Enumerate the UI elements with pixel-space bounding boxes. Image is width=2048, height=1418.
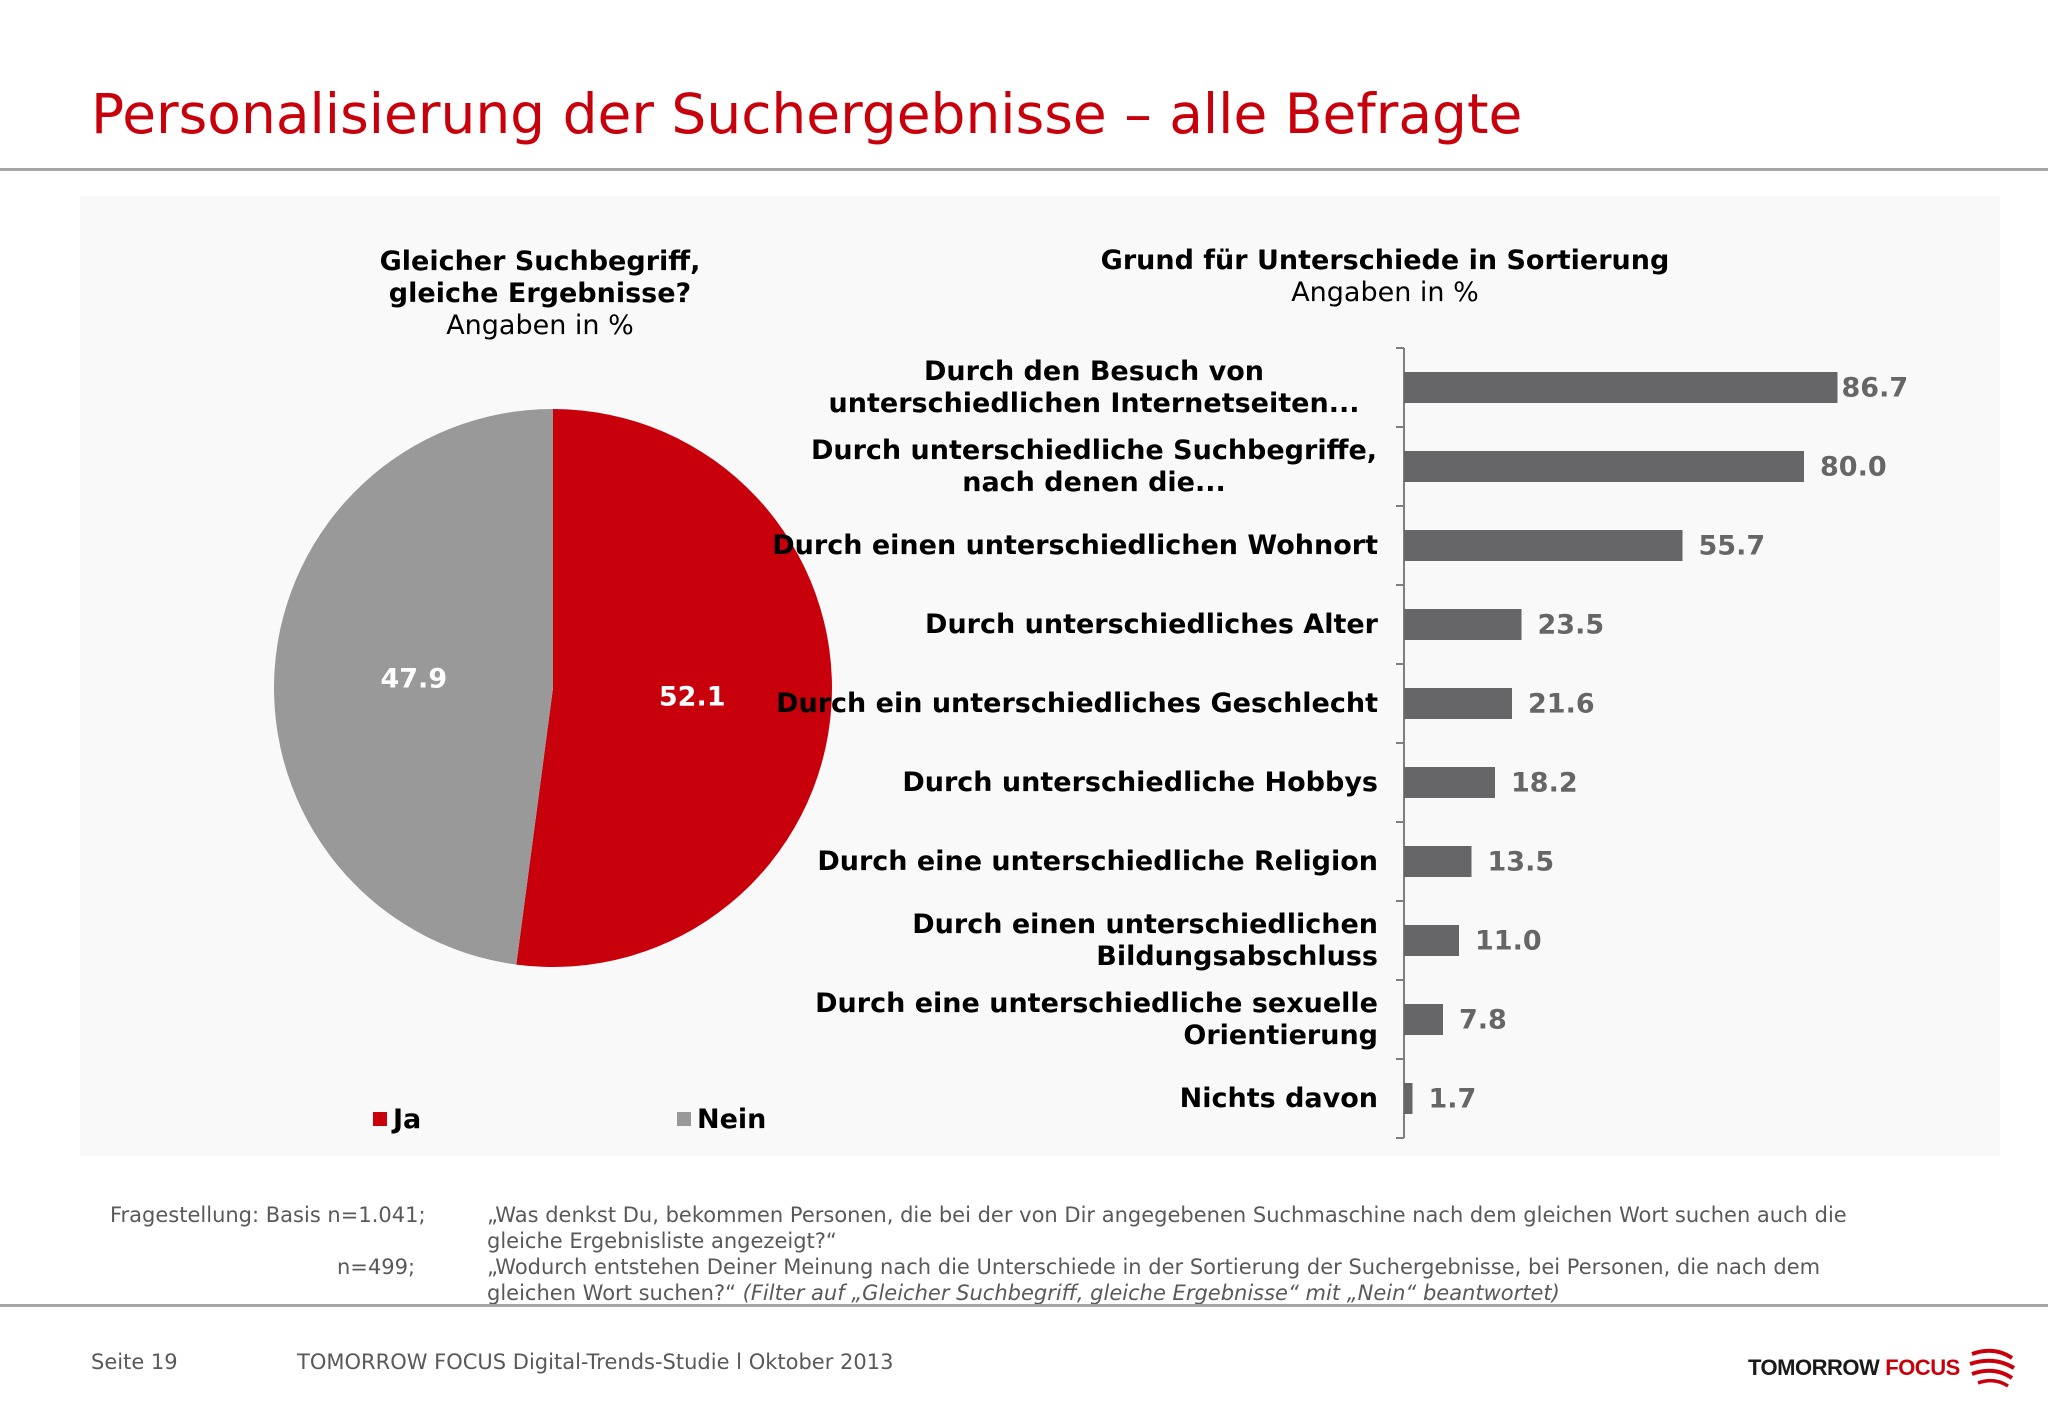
bar-category-label: Durch den Besuch von unterschiedlichen I… xyxy=(828,355,1360,419)
bar-chart-title: Grund für Unterschiede in Sortierung Ang… xyxy=(1070,245,1700,309)
bar-category-label: Durch eine unterschiedliche Religion xyxy=(817,845,1378,877)
pie-title-unit: Angaben in % xyxy=(446,310,634,341)
bar-category-label: Nichts davon xyxy=(1179,1082,1378,1114)
bar-6 xyxy=(1404,767,1495,798)
bar-category-label: Durch ein unterschiedliches Geschlecht xyxy=(776,687,1378,719)
bar-category-label: Durch unterschiedliche Hobbys xyxy=(902,766,1378,798)
bar-7 xyxy=(1404,846,1472,877)
bar-4 xyxy=(1404,609,1522,640)
tomorrow-focus-logo: TOMORROW FOCUS xyxy=(1748,1348,2016,1388)
footnote-question-2-filter: (Filter auf „Gleicher Suchbegriff, gleic… xyxy=(742,1281,1560,1305)
bar-10 xyxy=(1404,1083,1413,1114)
pie-title-bold: Gleicher Suchbegriff, gleiche Ergebnisse… xyxy=(379,246,701,309)
bar-value-label: 23.5 xyxy=(1537,609,1605,640)
bar-title-unit: Angaben in % xyxy=(1291,277,1479,308)
bar-2 xyxy=(1404,451,1804,482)
bar-category-label: Durch eine unterschiedliche sexuelle Ori… xyxy=(815,987,1378,1051)
bar-category-label: Durch unterschiedliche Suchbegriffe, nac… xyxy=(810,434,1378,498)
bar-title-main: Grund für Unterschiede in Sortierung xyxy=(1100,245,1670,276)
bar-value-label: 11.0 xyxy=(1475,925,1542,956)
legend-swatch-nein xyxy=(677,1112,691,1126)
study-name: TOMORROW FOCUS Digital-Trends-Studie l O… xyxy=(297,1350,894,1374)
footnote-n2: n=499; xyxy=(337,1255,416,1279)
pie-slice-ja xyxy=(516,409,832,967)
bar-3 xyxy=(1404,530,1683,561)
page-number: Seite 19 xyxy=(91,1350,178,1374)
bar-value-label: 1.7 xyxy=(1428,1083,1477,1114)
bar-8 xyxy=(1404,925,1459,956)
legend-swatch-ja xyxy=(373,1112,387,1126)
bar-value-label: 13.5 xyxy=(1487,846,1555,877)
bar-value-label: 7.8 xyxy=(1459,1004,1507,1035)
bar-value-label: 86.7 xyxy=(1841,372,1909,403)
logo-text-focus: FOCUS xyxy=(1885,1355,1960,1380)
bar-value-label: 21.6 xyxy=(1528,688,1595,719)
legend-item-ja: Ja xyxy=(373,1104,421,1135)
legend-label-ja: Ja xyxy=(393,1104,422,1135)
legend-label-nein: Nein xyxy=(697,1104,767,1135)
header-divider xyxy=(0,168,2048,171)
bar-value-label: 18.2 xyxy=(1511,767,1578,798)
legend-item-nein: Nein xyxy=(677,1104,766,1135)
bar-5 xyxy=(1404,688,1512,719)
pie-slice-nein xyxy=(273,409,553,965)
pie-chart-title: Gleicher Suchbegriff, gleiche Ergebnisse… xyxy=(360,246,720,342)
bar-9 xyxy=(1404,1004,1443,1035)
bar-category-label: Durch einen unterschiedlichen Bildungsab… xyxy=(912,908,1378,972)
bar-1 xyxy=(1404,372,1838,403)
bar-category-label: Durch einen unterschiedlichen Wohnort xyxy=(772,529,1378,561)
pie-value-nein: 47.9 xyxy=(380,663,448,695)
logo-text-tomorrow: TOMORROW xyxy=(1748,1355,1880,1380)
footer-divider xyxy=(0,1304,2048,1307)
bar-value-label: 55.7 xyxy=(1698,530,1766,561)
bar-value-label: 80.0 xyxy=(1820,451,1887,482)
bar-category-label: Durch unterschiedliches Alter xyxy=(925,608,1378,640)
page-title: Personalisierung der Suchergebnisse – al… xyxy=(91,82,1523,146)
footnote-question-2-text: „Wodurch entstehen Deiner Meinung nach d… xyxy=(487,1255,1821,1305)
pie-value-ja: 52.1 xyxy=(658,681,726,713)
footnote-question-2: „Wodurch entstehen Deiner Meinung nach d… xyxy=(487,1254,1887,1306)
footnote-label: Fragestellung: Basis n=1.041; xyxy=(110,1203,426,1227)
logo-swirl-icon xyxy=(1969,1348,2015,1388)
footnote-question-1: „Was denkst Du, bekommen Personen, die b… xyxy=(487,1203,1847,1253)
